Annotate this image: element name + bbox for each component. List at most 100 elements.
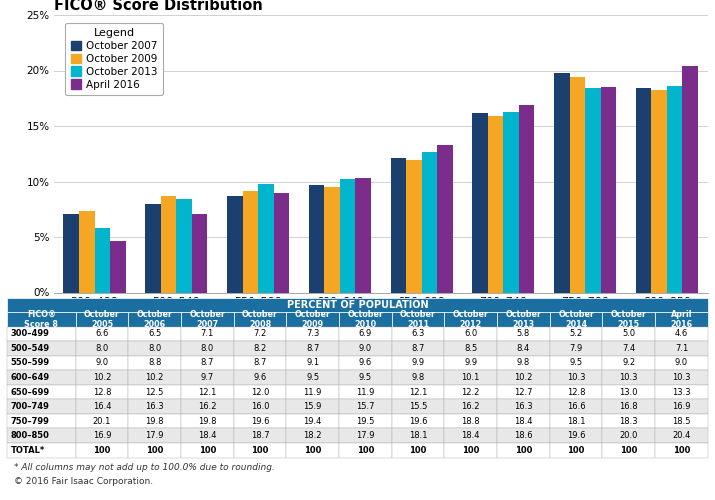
Text: 18.7: 18.7 — [251, 431, 270, 440]
Bar — [7, 385, 76, 400]
Bar — [234, 312, 287, 326]
Bar — [550, 356, 603, 370]
Text: 8.5: 8.5 — [464, 344, 478, 353]
Text: 16.2: 16.2 — [461, 402, 480, 411]
Text: October
2009: October 2009 — [295, 310, 331, 329]
Text: TOTAL*: TOTAL* — [11, 446, 45, 454]
Bar — [497, 326, 550, 341]
Bar — [488, 116, 503, 292]
Text: 4.6: 4.6 — [675, 330, 688, 338]
Bar — [339, 443, 392, 458]
Text: 18.1: 18.1 — [409, 431, 428, 440]
Text: 18.2: 18.2 — [303, 431, 322, 440]
Bar — [76, 356, 128, 370]
Text: 7.9: 7.9 — [570, 344, 583, 353]
Text: 10.3: 10.3 — [567, 373, 586, 382]
Bar — [339, 400, 392, 414]
Bar — [76, 428, 128, 443]
Text: October
2005: October 2005 — [84, 310, 120, 329]
Bar — [181, 385, 234, 400]
Bar — [603, 443, 655, 458]
Bar — [128, 312, 181, 326]
Text: 16.0: 16.0 — [251, 402, 270, 411]
Text: October
2006: October 2006 — [137, 310, 172, 329]
Bar — [287, 400, 339, 414]
Text: 500–549: 500–549 — [11, 344, 50, 353]
Bar — [339, 385, 392, 400]
Bar — [76, 341, 128, 355]
Bar — [181, 341, 234, 355]
Text: 13.0: 13.0 — [620, 388, 638, 396]
Bar — [603, 370, 655, 385]
Bar — [7, 312, 76, 326]
Bar — [234, 370, 287, 385]
Bar — [287, 326, 339, 341]
Bar — [287, 356, 339, 370]
Bar — [392, 370, 445, 385]
Text: October
2012: October 2012 — [453, 310, 489, 329]
Text: October
2011: October 2011 — [400, 310, 436, 329]
Text: 18.4: 18.4 — [514, 416, 533, 426]
Bar — [181, 312, 234, 326]
Text: 17.9: 17.9 — [356, 431, 375, 440]
Bar — [445, 312, 497, 326]
Bar — [550, 414, 603, 428]
Bar — [227, 196, 242, 292]
Bar — [392, 326, 445, 341]
Text: PERCENT OF POPULATION: PERCENT OF POPULATION — [287, 300, 428, 310]
Bar — [7, 400, 76, 414]
Text: October
2014: October 2014 — [558, 310, 594, 329]
Bar — [128, 385, 181, 400]
Bar — [554, 72, 570, 292]
Text: 10.3: 10.3 — [620, 373, 638, 382]
Bar — [309, 185, 325, 292]
Bar — [445, 400, 497, 414]
Text: 100: 100 — [410, 446, 427, 454]
Text: 16.8: 16.8 — [619, 402, 638, 411]
Text: 19.5: 19.5 — [356, 416, 375, 426]
Text: 9.7: 9.7 — [201, 373, 214, 382]
Text: 19.6: 19.6 — [567, 431, 586, 440]
Bar — [181, 443, 234, 458]
Text: 9.0: 9.0 — [359, 344, 372, 353]
Bar — [655, 385, 708, 400]
Bar — [242, 192, 258, 292]
Text: 11.9: 11.9 — [356, 388, 375, 396]
Text: 600–649: 600–649 — [11, 373, 50, 382]
Text: October
2015: October 2015 — [611, 310, 647, 329]
Text: 9.5: 9.5 — [359, 373, 372, 382]
Bar — [655, 414, 708, 428]
Text: 18.3: 18.3 — [619, 416, 638, 426]
Bar — [7, 356, 76, 370]
Text: 8.7: 8.7 — [201, 358, 214, 368]
Text: 5.0: 5.0 — [622, 330, 636, 338]
Bar — [258, 184, 274, 292]
Text: 100: 100 — [357, 446, 374, 454]
Bar — [497, 400, 550, 414]
Text: 12.1: 12.1 — [198, 388, 217, 396]
Text: 15.5: 15.5 — [409, 402, 428, 411]
Bar — [287, 443, 339, 458]
Text: FICO®
Score 8: FICO® Score 8 — [24, 310, 59, 329]
Text: 700–749: 700–749 — [11, 402, 49, 411]
Text: 8.7: 8.7 — [306, 344, 320, 353]
Bar — [128, 341, 181, 355]
Text: 9.9: 9.9 — [464, 358, 478, 368]
Bar — [497, 312, 550, 326]
Text: 100: 100 — [515, 446, 532, 454]
Text: 7.4: 7.4 — [622, 344, 636, 353]
Bar — [585, 88, 601, 292]
Text: 7.1: 7.1 — [675, 344, 688, 353]
Bar — [181, 400, 234, 414]
Text: 10.2: 10.2 — [145, 373, 164, 382]
Text: October
2007: October 2007 — [189, 310, 225, 329]
Bar — [392, 443, 445, 458]
Bar — [437, 145, 453, 292]
Text: 12.8: 12.8 — [567, 388, 586, 396]
Bar — [76, 400, 128, 414]
Bar — [445, 356, 497, 370]
Bar — [234, 385, 287, 400]
Text: 6.3: 6.3 — [411, 330, 425, 338]
Text: 300–499: 300–499 — [11, 330, 49, 338]
Bar — [234, 400, 287, 414]
